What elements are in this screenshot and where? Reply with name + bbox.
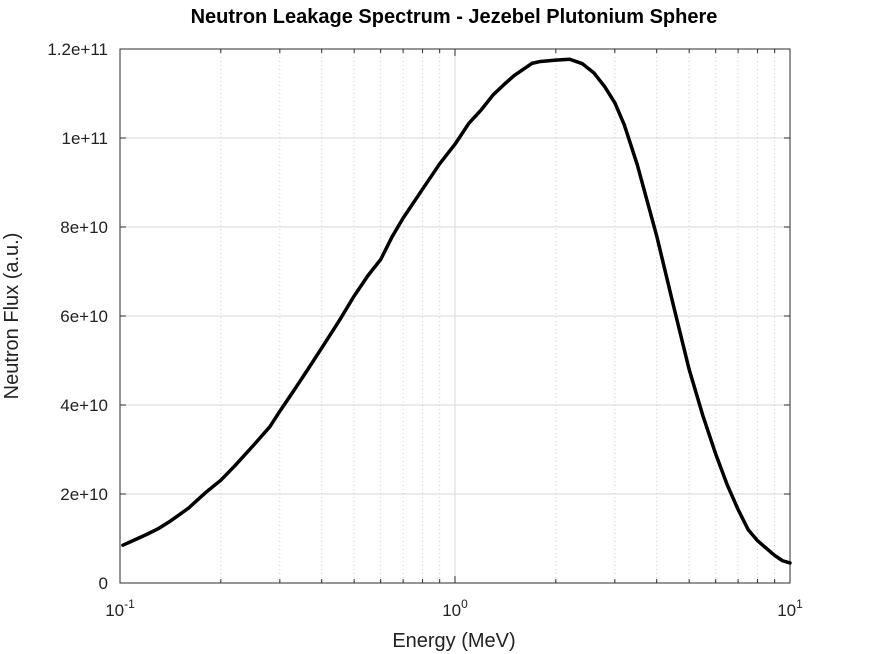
- tick-marks: [119, 48, 791, 584]
- y-tick-label: 6e+10: [60, 307, 108, 326]
- x-axis-label: Energy (MeV): [392, 630, 515, 652]
- y-tick-label: 8e+10: [60, 218, 108, 237]
- x-tick-label: 101: [777, 597, 803, 620]
- y-tick-label: 4e+10: [60, 396, 108, 415]
- y-tick-label: 2e+10: [60, 485, 108, 504]
- x-tick-label: 100: [442, 597, 468, 620]
- chart-title: Neutron Leakage Spectrum - Jezebel Pluto…: [191, 6, 718, 28]
- x-tick-label: 10-1: [105, 597, 135, 620]
- tick-labels: 0 2e+10 4e+10 6e+10 8e+10 1e+11 1.2e+11 10-1 100…: [47, 40, 803, 620]
- y-tick-label: 0: [99, 574, 108, 593]
- grid: [120, 49, 790, 583]
- y-tick-label: 1e+11: [62, 129, 108, 148]
- series-group: [121, 57, 792, 565]
- series-line: [121, 57, 792, 565]
- y-axis-label: Neutron Flux (a.u.): [1, 233, 23, 400]
- y-tick-label: 1.2e+11: [47, 40, 108, 59]
